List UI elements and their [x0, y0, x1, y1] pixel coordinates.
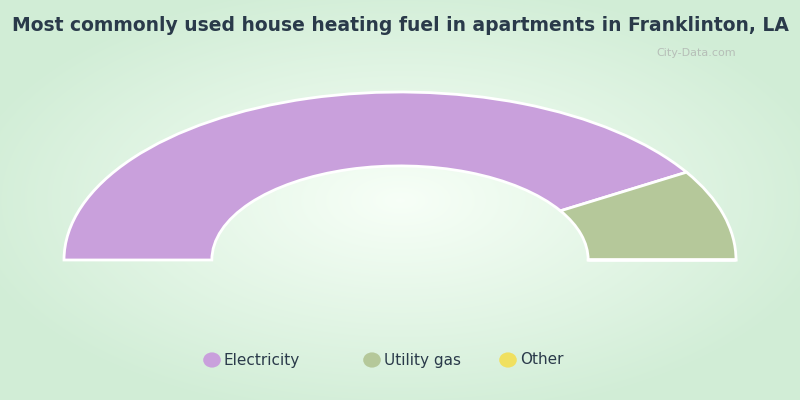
Text: Electricity: Electricity — [224, 352, 300, 368]
Wedge shape — [64, 92, 686, 260]
Ellipse shape — [363, 352, 381, 368]
Text: Utility gas: Utility gas — [384, 352, 461, 368]
Text: Other: Other — [520, 352, 563, 368]
Ellipse shape — [499, 352, 517, 368]
Text: Most commonly used house heating fuel in apartments in Franklinton, LA: Most commonly used house heating fuel in… — [11, 16, 789, 35]
Wedge shape — [561, 172, 736, 260]
Text: City-Data.com: City-Data.com — [656, 48, 736, 58]
Ellipse shape — [203, 352, 221, 368]
